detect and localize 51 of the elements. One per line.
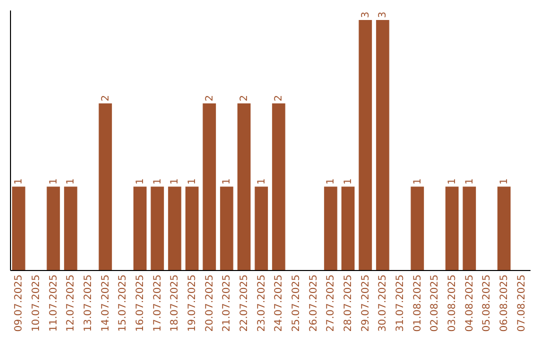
- x-tick-label: 21.07.2025: [222, 274, 233, 332]
- x-tick-label: 04.08.2025: [464, 274, 476, 332]
- x-tick-label: 11.07.2025: [48, 274, 60, 332]
- data-label: 1: [135, 178, 146, 185]
- x-tick-label: 12.07.2025: [66, 274, 77, 332]
- x-tick-label: 07.08.2025: [516, 274, 528, 332]
- data-label: 1: [187, 178, 198, 185]
- x-tick-label: 26.07.2025: [308, 274, 320, 332]
- x-tick-label: 31.07.2025: [395, 274, 406, 332]
- x-tick-label: 06.08.2025: [499, 274, 510, 332]
- x-tick-label: 03.08.2025: [447, 274, 458, 332]
- x-tick-label: 23.07.2025: [256, 274, 268, 332]
- x-tick-label: 20.07.2025: [204, 274, 216, 332]
- data-label: 2: [239, 94, 250, 102]
- x-tick-label: 13.07.2025: [83, 274, 94, 332]
- x-tick-label: 05.08.2025: [482, 274, 493, 332]
- x-tick-label: 15.07.2025: [118, 274, 129, 332]
- data-label: 1: [326, 178, 337, 185]
- x-tick-label: 30.07.2025: [378, 274, 389, 332]
- x-tick-label: 28.07.2025: [343, 274, 354, 332]
- x-tick-label: 10.07.2025: [31, 274, 42, 332]
- data-label: 3: [378, 12, 389, 18]
- x-tick-label: 18.07.2025: [170, 274, 181, 332]
- data-label: 2: [100, 94, 112, 102]
- x-tick-label: 09.07.2025: [14, 274, 25, 332]
- x-tick-label: 25.07.2025: [291, 274, 302, 332]
- data-label: 3: [360, 12, 372, 18]
- data-label: 1: [14, 178, 25, 185]
- data-label: 1: [447, 178, 458, 185]
- x-tick-label: 22.07.2025: [239, 274, 250, 332]
- x-tick-label: 17.07.2025: [152, 274, 164, 332]
- data-label: 2: [274, 94, 285, 102]
- data-label: 1: [48, 178, 60, 185]
- data-label: 1: [464, 178, 476, 185]
- x-tick-label: 01.08.2025: [412, 274, 424, 332]
- x-tick-label: 24.07.2025: [274, 274, 285, 332]
- x-tick-label: 19.07.2025: [187, 274, 198, 332]
- x-tick-label: 29.07.2025: [360, 274, 372, 332]
- data-label: 1: [499, 178, 510, 185]
- x-tick-label: 27.07.2025: [326, 274, 337, 332]
- x-tick-label: 02.08.2025: [430, 274, 441, 332]
- data-label: 1: [343, 178, 354, 185]
- data-label: 1: [170, 178, 181, 185]
- x-tick-label: 14.07.2025: [100, 274, 112, 332]
- data-label: 1: [152, 178, 164, 185]
- data-label: 1: [222, 178, 233, 185]
- data-label: 1: [66, 178, 77, 185]
- x-tick-label: 16.07.2025: [135, 274, 146, 332]
- data-label: 2: [204, 94, 216, 102]
- data-label: 1: [412, 178, 424, 185]
- data-label: 1: [256, 178, 268, 185]
